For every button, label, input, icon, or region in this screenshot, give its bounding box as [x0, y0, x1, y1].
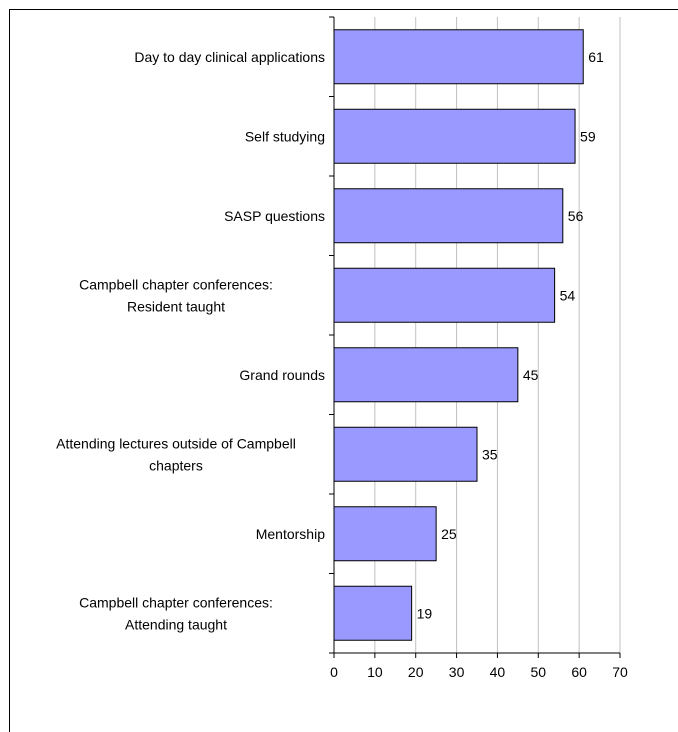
data-label-2: 59 — [580, 128, 596, 144]
category-label-line: Attending taught — [125, 616, 227, 632]
bar-4 — [333, 267, 556, 323]
x-tick-label-70: 70 — [612, 664, 628, 680]
category-label-8: Campbell chapter conferences: Attending t… — [79, 594, 273, 632]
data-label-1: 61 — [588, 49, 604, 65]
data-label-7: 25 — [441, 526, 457, 542]
category-label-1: Day to day clinical applications — [134, 49, 325, 65]
chart-frame — [9, 9, 678, 732]
bars — [333, 29, 584, 641]
category-label-line: Campbell chapter conferences: — [79, 594, 273, 610]
x-tick-label-30: 30 — [449, 664, 465, 680]
bar-8 — [333, 585, 413, 641]
category-label-6: Attending lectures outside of Campbell ch… — [56, 435, 296, 473]
category-label-line: Campbell chapter conferences: — [79, 276, 273, 292]
category-label-5: Grand rounds — [239, 367, 325, 383]
data-label-4: 54 — [560, 287, 576, 303]
axes — [329, 16, 621, 658]
bar-5 — [333, 347, 519, 403]
bar-3 — [333, 188, 564, 244]
bar-6 — [333, 426, 478, 482]
data-label-6: 35 — [482, 446, 498, 462]
x-tick-label-40: 40 — [490, 664, 506, 680]
x-tick-label-20: 20 — [408, 664, 424, 680]
x-tick-label-50: 50 — [530, 664, 546, 680]
x-tick-label-60: 60 — [571, 664, 587, 680]
data-label-5: 45 — [523, 367, 539, 383]
labels: 61 Day to day clinical applications 59 Self… — [56, 49, 628, 680]
category-label-3: SASP questions — [224, 208, 325, 224]
data-label-3: 56 — [568, 208, 584, 224]
category-label-line: chapters — [149, 457, 203, 473]
category-label-line: Resident taught — [127, 298, 225, 314]
category-label-7: Mentorship — [256, 526, 325, 542]
x-tick-label-0: 0 — [330, 664, 338, 680]
bar-7 — [333, 506, 437, 562]
data-label-8: 19 — [417, 605, 433, 621]
x-tick-label-10: 10 — [367, 664, 383, 680]
bar-2 — [333, 108, 576, 164]
category-label-2: Self studying — [245, 128, 325, 144]
category-label-line: Attending lectures outside of Campbell — [56, 435, 296, 451]
category-label-4: Campbell chapter conferences: Resident ta… — [79, 276, 273, 314]
bar-1 — [333, 29, 584, 85]
